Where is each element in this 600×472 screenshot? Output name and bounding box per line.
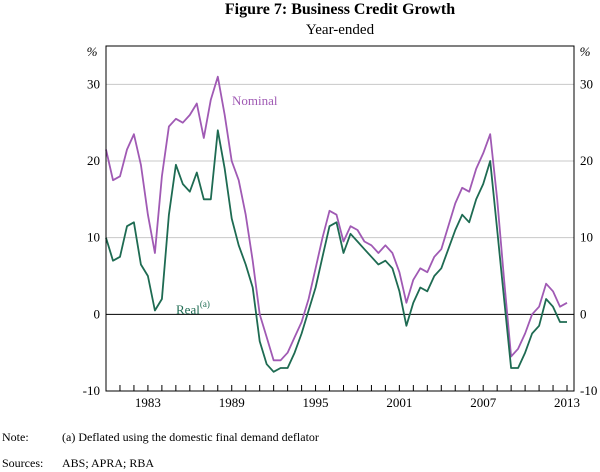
y-tick-left-10: 10 bbox=[87, 230, 100, 245]
note-text: (a) Deflated using the domestic final de… bbox=[62, 430, 319, 444]
y-ticks-left: -10 0 10 20 30 bbox=[83, 76, 100, 398]
chart-title: Figure 7: Business Credit Growth bbox=[225, 1, 455, 18]
y-tick-right-10: 10 bbox=[580, 230, 593, 245]
series-line-nominal bbox=[105, 75, 568, 362]
y-tick-right-0: 0 bbox=[580, 306, 587, 321]
x-tick-label-2001: 2001 bbox=[386, 395, 412, 410]
x-tick-label-1995: 1995 bbox=[303, 395, 329, 410]
x-tick-label-1983: 1983 bbox=[135, 395, 161, 410]
y-tick-right-30: 30 bbox=[580, 76, 593, 91]
y-tick-left-30: 30 bbox=[87, 76, 100, 91]
chart-subtitle: Year-ended bbox=[306, 22, 375, 38]
real-label-sup: (a) bbox=[200, 299, 210, 309]
y-tick-left--10: -10 bbox=[83, 383, 100, 398]
y-tick-right--10: -10 bbox=[580, 383, 597, 398]
note-row: Note: (a) Deflated using the domestic fi… bbox=[0, 430, 600, 446]
real-label-text: Real bbox=[176, 302, 200, 317]
series-line-real bbox=[105, 129, 567, 373]
sources-text: ABS; APRA; RBA bbox=[62, 456, 155, 470]
plot-frame bbox=[105, 45, 575, 392]
y-axis-unit-left: % bbox=[87, 44, 98, 59]
sources-label: Sources: bbox=[2, 456, 44, 470]
x-tick-label-1989: 1989 bbox=[219, 395, 245, 410]
x-tick-label-2013: 2013 bbox=[554, 395, 580, 410]
series-lines bbox=[105, 75, 568, 373]
y-ticks-right: -10 0 10 20 30 bbox=[580, 76, 597, 398]
gridlines bbox=[106, 83, 574, 315]
nominal-label: Nominal bbox=[232, 93, 278, 108]
y-tick-left-20: 20 bbox=[87, 153, 100, 168]
y-axis-unit-right: % bbox=[580, 44, 591, 59]
note-label: Note: bbox=[2, 430, 29, 444]
x-ticks: 1983 1989 1995 2001 2007 2013 bbox=[105, 385, 580, 410]
chart: Figure 7: Business Credit Growth Year-en… bbox=[83, 1, 598, 410]
x-tick-label-2007: 2007 bbox=[470, 395, 497, 410]
y-tick-left-0: 0 bbox=[94, 306, 101, 321]
y-tick-right-20: 20 bbox=[580, 153, 593, 168]
real-label: Real(a) bbox=[176, 299, 210, 317]
sources-row: Sources: ABS; APRA; RBA bbox=[0, 456, 600, 472]
